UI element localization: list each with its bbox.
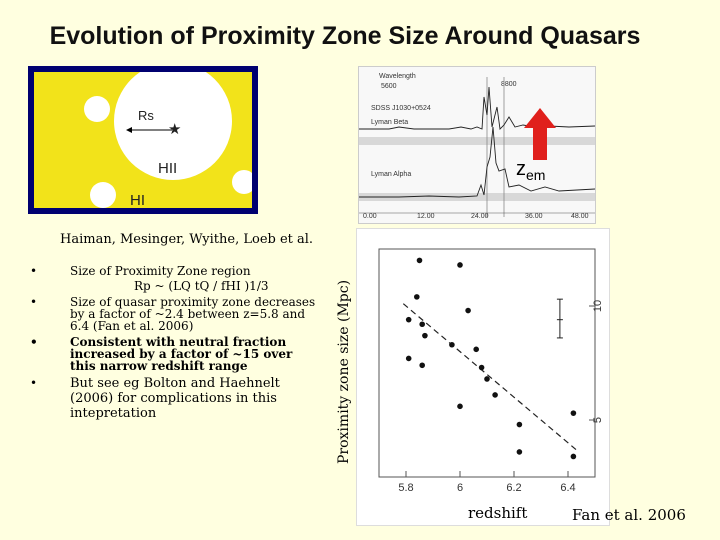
diagram-background: Rs ★ HII HI xyxy=(34,72,252,208)
y-tick-label: 10 xyxy=(592,300,604,312)
data-point xyxy=(449,341,455,348)
formula: Rp ~ (LQ tQ / fHI )1/3 xyxy=(134,279,269,293)
spectrum-xtick-4: 48.00 xyxy=(571,213,589,220)
bullet-marker: • xyxy=(30,264,38,278)
bullet-text: Consistent with neutral fraction increas… xyxy=(70,335,293,373)
lyman-alpha-label: Lyman Alpha xyxy=(371,171,412,178)
bullet-text: But see eg Bolton and Haehnelt (2006) fo… xyxy=(70,376,280,421)
scatter-plot-frame: 5.8 6 6.2 6.4 5 10 xyxy=(356,228,610,526)
fit-line xyxy=(402,303,577,451)
bullet-item: • Consistent with neutral fraction incre… xyxy=(30,336,320,372)
plot-y-axis-label: Proximity zone size (Mpc) xyxy=(336,279,352,464)
zem-label: zem xyxy=(516,158,545,183)
red-up-arrow-icon xyxy=(524,108,556,160)
object-label: SDSS J1030+0524 xyxy=(371,105,431,112)
hii-label: HII xyxy=(158,160,178,177)
lyman-beta-label: Lyman Beta xyxy=(371,119,409,126)
data-point xyxy=(419,362,425,369)
bullet-marker: • xyxy=(30,376,38,390)
plot-axes-box xyxy=(378,248,596,478)
data-point xyxy=(465,307,471,314)
plot-credit: Fan et al. 2006 xyxy=(572,506,686,524)
data-point xyxy=(484,376,490,382)
data-point xyxy=(422,332,428,339)
x-tick-label: 6.4 xyxy=(560,482,575,494)
zem-sub: em xyxy=(526,167,546,183)
spectrum-traces xyxy=(359,77,595,217)
proximity-zone-scatter: 5.8 6 6.2 6.4 5 10 xyxy=(378,248,604,494)
wavelength-tick-b: 8800 xyxy=(501,81,517,88)
wavelength-label: Wavelength xyxy=(379,73,416,80)
x-tick-label: 6.2 xyxy=(506,482,521,494)
spectrum-xtick-0: 0.00 xyxy=(363,213,377,220)
slide-title: Evolution of Proximity Zone Size Around … xyxy=(49,22,641,50)
bullet-marker: • xyxy=(30,335,38,349)
y-tick-label: 5 xyxy=(592,417,604,423)
hi-label: HI xyxy=(130,192,145,208)
small-bubble-right xyxy=(232,170,252,194)
data-point xyxy=(516,449,523,455)
large-hii-bubble xyxy=(114,72,232,180)
spectrum-xtick-3: 36.00 xyxy=(525,213,543,220)
quasar-spectrum-image: Wavelength 5600 8800 SDSS J1030+0524 Lym… xyxy=(358,66,596,224)
data-point xyxy=(570,453,577,460)
bullet-item: • Size of Proximity Zone region Rp ~ (LQ… xyxy=(30,265,320,292)
data-point xyxy=(473,346,479,353)
spectrum-xtick-2: 24.00 xyxy=(471,213,489,220)
radius-arrow xyxy=(126,127,172,133)
quasar-star-icon: ★ xyxy=(168,121,182,138)
data-point xyxy=(405,355,412,362)
small-bubble-bottom xyxy=(90,182,116,208)
data-point xyxy=(416,257,423,264)
bullet-item: • Size of quasar proximity zone decrease… xyxy=(30,296,320,332)
data-point xyxy=(419,321,425,328)
data-point xyxy=(570,410,577,416)
bullet-text: Size of quasar proximity zone decreases … xyxy=(70,295,316,333)
data-point xyxy=(492,392,498,398)
data-point xyxy=(457,262,463,268)
spectrum-xtick-1: 12.00 xyxy=(417,213,435,220)
data-point xyxy=(414,294,420,300)
bullet-item: • But see eg Bolton and Haehnelt (2006) … xyxy=(30,376,320,421)
x-tick-label: 6 xyxy=(457,482,463,494)
rs-label: Rs xyxy=(138,108,154,123)
proximity-zone-diagram: Rs ★ HII HI xyxy=(28,66,258,214)
small-bubble-top xyxy=(84,96,110,122)
attribution: Haiman, Mesinger, Wyithe, Loeb et al. xyxy=(60,232,314,247)
bullet-list: • Size of Proximity Zone region Rp ~ (LQ… xyxy=(30,265,320,421)
bullet-text: Size of Proximity Zone region xyxy=(70,264,251,278)
data-point xyxy=(478,364,485,371)
data-point xyxy=(457,403,463,410)
data-point xyxy=(405,316,412,323)
zem-main: z xyxy=(516,158,526,180)
data-point xyxy=(516,421,523,428)
wavelength-tick-a: 5600 xyxy=(381,83,397,90)
x-tick-label: 5.8 xyxy=(398,482,413,494)
plot-x-axis-label: redshift xyxy=(466,504,530,522)
bullet-marker: • xyxy=(30,295,38,309)
